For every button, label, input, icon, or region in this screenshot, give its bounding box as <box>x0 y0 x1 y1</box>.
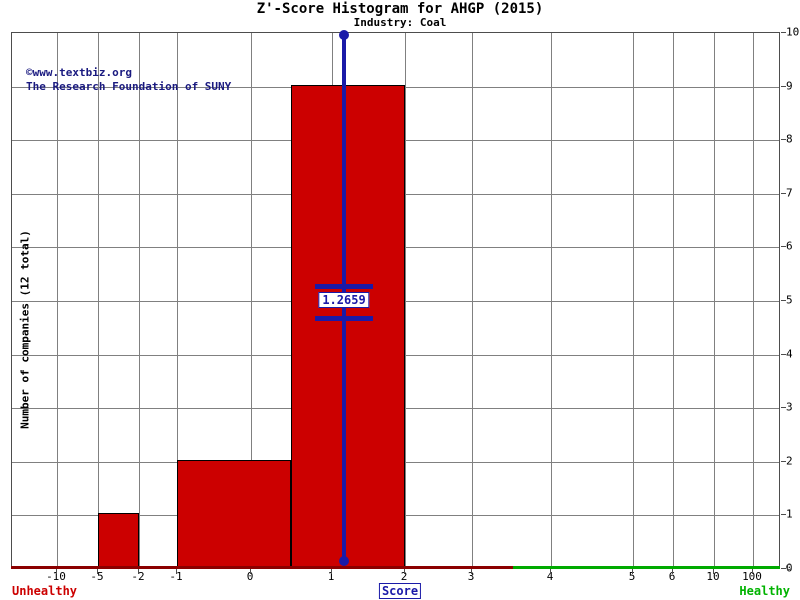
watermark: ©www.textbiz.org The Research Foundation… <box>26 66 231 94</box>
x-axis-tick-mark <box>713 569 714 574</box>
score-value-label: 1.2659 <box>318 292 370 308</box>
gridline-vertical <box>633 33 634 567</box>
y-axis-tick-label: 7 <box>786 186 793 200</box>
x-axis-tick-mark <box>672 569 673 574</box>
gridline-vertical <box>673 33 674 567</box>
x-axis-tick-mark <box>550 569 551 574</box>
gridline-vertical <box>57 33 58 567</box>
x-axis-tick-mark <box>752 569 753 574</box>
y-axis-tick-mark <box>781 139 786 141</box>
gridline-vertical <box>139 33 140 567</box>
y-axis-tick-label: 10 <box>786 25 800 39</box>
watermark-line-1: ©www.textbiz.org <box>26 66 132 79</box>
y-axis-tick-mark <box>781 460 786 462</box>
y-axis-tick-label: 3 <box>786 400 793 414</box>
score-marker-bottom-cap <box>339 556 349 566</box>
gridline-vertical <box>98 33 99 567</box>
gridline-vertical <box>551 33 552 567</box>
gridline-vertical <box>472 33 473 567</box>
y-axis-tick-mark <box>781 85 786 87</box>
y-axis-tick-mark <box>781 300 786 301</box>
gridline-vertical <box>405 33 406 567</box>
x-axis-tick-label: 5 <box>628 570 636 583</box>
y-axis-tick-mark <box>781 407 786 409</box>
x-axis-tick-label: -10 <box>46 570 66 583</box>
x-axis-tick-label: 4 <box>546 570 554 583</box>
x-axis-tick-mark <box>97 569 98 574</box>
y-axis-tick-mark <box>781 32 786 33</box>
healthy-label: Healthy <box>739 584 790 598</box>
y-axis-tick-label: 5 <box>786 293 793 307</box>
healthy-range-strip <box>513 566 780 569</box>
watermark-line-2: The Research Foundation of SUNY <box>26 80 232 93</box>
unhealthy-label: Unhealthy <box>12 584 78 598</box>
y-axis-tick-label: 2 <box>786 454 793 468</box>
x-axis-tick-mark <box>404 569 405 574</box>
x-axis-tick-mark <box>331 569 332 574</box>
gridline-vertical <box>251 33 252 567</box>
x-axis-tick-mark <box>138 569 139 574</box>
y-axis-tick-label: 1 <box>786 507 793 521</box>
x-axis-tick-label: 2 <box>400 570 408 583</box>
histogram-bar <box>291 84 405 567</box>
x-axis-tick-label: -1 <box>169 570 183 583</box>
y-axis-label: Number of companies (12 total) <box>18 230 32 429</box>
gridline-vertical <box>714 33 715 567</box>
x-axis-tick-mark <box>176 569 177 574</box>
x-axis-tick-mark <box>632 569 633 574</box>
x-axis-tick-label: -2 <box>131 570 145 583</box>
x-axis-tick-label: 10 <box>706 570 720 583</box>
x-axis-label: Score <box>378 583 422 599</box>
x-axis-tick-label: -5 <box>90 570 104 583</box>
y-axis-tick-mark <box>781 246 786 248</box>
y-axis-tick-mark <box>781 192 786 194</box>
chart-title: Z'-Score Histogram for AHGP (2015) <box>256 1 544 17</box>
gridline-vertical <box>753 33 754 567</box>
unhealthy-range-strip <box>11 566 513 569</box>
y-axis-tick-label: 9 <box>786 79 793 93</box>
y-axis-tick-label: 8 <box>786 132 793 146</box>
x-axis-tick-mark <box>56 569 57 574</box>
axis-end-marker-icon <box>786 564 792 570</box>
x-axis-tick-mark <box>250 569 251 574</box>
y-axis-tick-label: 4 <box>786 347 793 361</box>
x-axis-tick-label: 3 <box>467 570 475 583</box>
x-axis-tick-mark <box>471 569 472 574</box>
score-marker-top-cap <box>339 30 349 40</box>
plot-area: Number of companies (12 total) ©www.text… <box>11 32 780 568</box>
score-marker-upper-whisker <box>315 283 373 289</box>
x-axis-tick-label: 0 <box>246 570 254 583</box>
x-axis-tick-label: 1 <box>327 570 335 583</box>
y-axis-tick-mark <box>781 514 786 516</box>
histogram-bar <box>98 513 139 567</box>
x-axis-tick-label: 100 <box>742 570 762 583</box>
chart-subtitle: Industry: Coal <box>353 16 447 29</box>
score-marker-lower-whisker <box>315 316 373 322</box>
gridline-vertical <box>177 33 178 567</box>
histogram-bar <box>177 459 291 567</box>
y-axis-tick-mark <box>781 568 786 569</box>
y-axis-tick-label: 6 <box>786 239 793 253</box>
y-axis-tick-mark <box>781 353 786 355</box>
x-axis-tick-label: 6 <box>668 570 676 583</box>
